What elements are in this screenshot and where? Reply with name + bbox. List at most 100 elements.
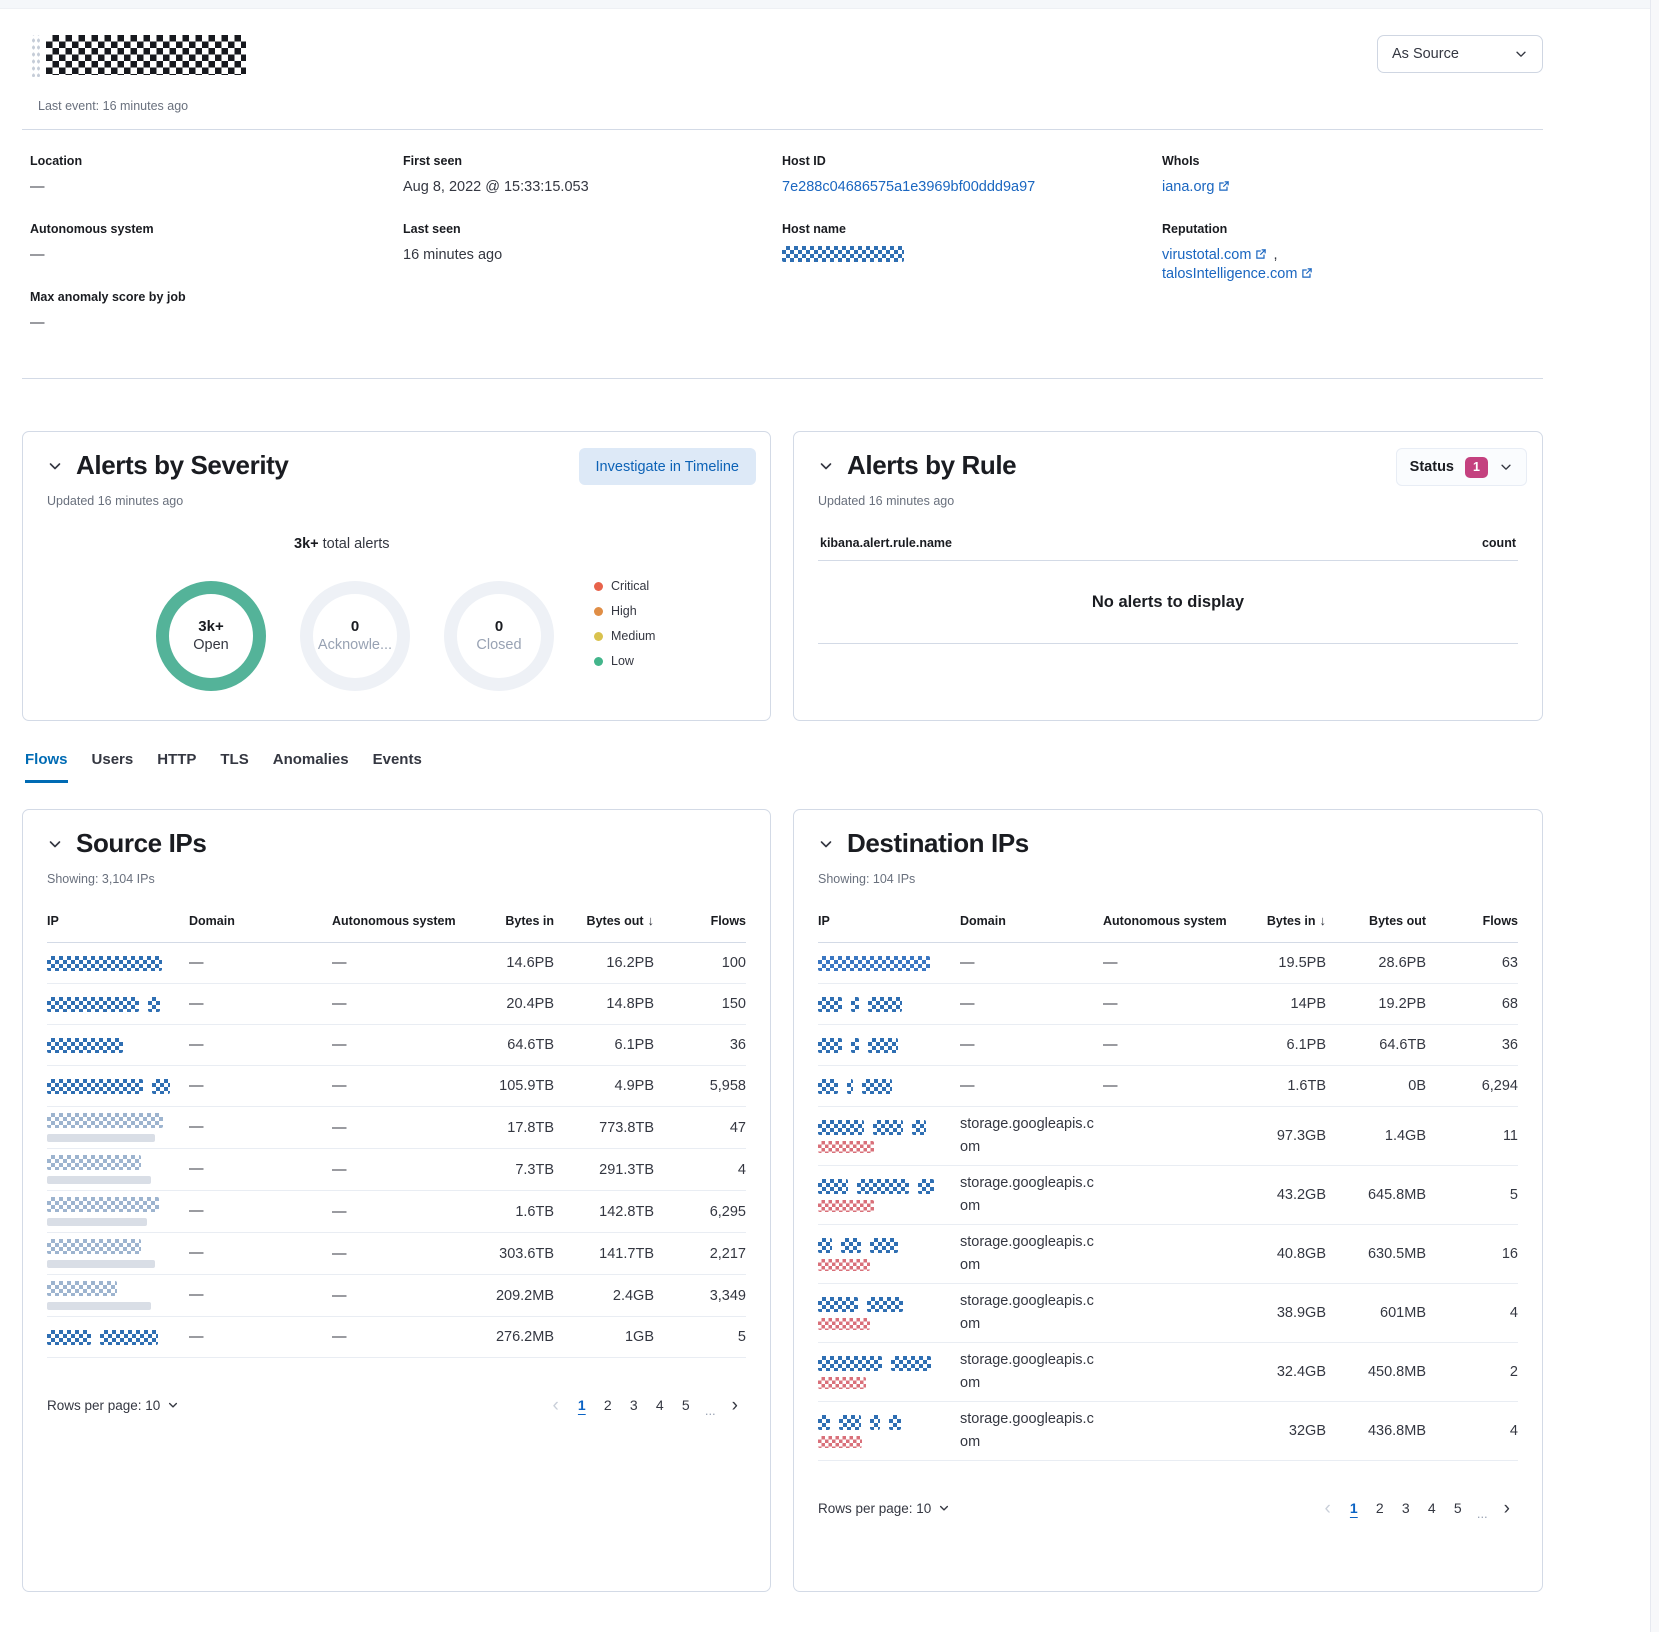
redacted-ip[interactable] [818, 1119, 960, 1153]
virustotal-link[interactable]: virustotal.com [1162, 247, 1252, 263]
top-edge-strip [0, 0, 1659, 9]
domain-cell-text[interactable]: storage.googleapis.com [960, 1293, 1094, 1332]
alerts-by-rule-header[interactable]: Alerts by Rule [818, 450, 1518, 481]
redacted-ip[interactable] [818, 1414, 960, 1448]
next-page-button[interactable]: › [1503, 1497, 1510, 1519]
redacted-ip[interactable] [818, 996, 960, 1012]
status-filter-button[interactable]: Status 1 [1395, 448, 1527, 486]
rule-name-column-header[interactable]: kibana.alert.rule.name [820, 536, 953, 550]
tab-users[interactable]: Users [91, 751, 134, 768]
redaction-chip [47, 996, 139, 1012]
previous-page-button[interactable]: ‹ [1324, 1497, 1331, 1519]
page-button-1[interactable]: 1 [1349, 1500, 1358, 1516]
column-header-ip[interactable]: IP [818, 914, 830, 928]
page-button-5[interactable]: 5 [1453, 1500, 1462, 1516]
column-header-bytes-out[interactable]: Bytes out [1369, 914, 1426, 928]
investigate-in-timeline-button[interactable]: Investigate in Timeline [578, 448, 756, 485]
chevron-down-icon [1516, 51, 1526, 57]
page-button-4[interactable]: 4 [1427, 1500, 1436, 1516]
redaction-chip [818, 1199, 874, 1212]
redacted-ip[interactable] [47, 1113, 189, 1142]
column-header-ip[interactable]: IP [47, 914, 59, 928]
rows-per-page-selector[interactable]: Rows per page: 10 [47, 1398, 179, 1413]
domain-cell-text[interactable]: storage.googleapis.com [960, 1411, 1094, 1450]
domain-cell-text[interactable]: storage.googleapis.com [960, 1175, 1094, 1214]
talosintelligence-link[interactable]: talosIntelligence.com [1162, 266, 1298, 282]
column-header-bytes-in[interactable]: Bytes in [505, 914, 554, 928]
whois-link[interactable]: iana.org [1162, 179, 1215, 195]
page-button-4[interactable]: 4 [655, 1397, 664, 1413]
redacted-ip[interactable] [818, 955, 960, 971]
column-header-autonomous-system[interactable]: Autonomous system [1103, 914, 1227, 928]
scrollbar-track[interactable] [1650, 0, 1659, 1632]
as-source-dropdown[interactable]: As Source [1377, 35, 1543, 73]
tab-tls[interactable]: TLS [220, 751, 249, 768]
tab-events[interactable]: Events [372, 751, 422, 768]
page-button-3[interactable]: 3 [1401, 1500, 1410, 1516]
host-id-link[interactable]: 7e288c04686575a1e3969bf00ddd9a97 [782, 179, 1036, 195]
redacted-ip[interactable] [47, 1239, 189, 1268]
domain-cell-text: — [189, 1077, 204, 1094]
domain-cell-text[interactable]: storage.googleapis.com [960, 1116, 1094, 1155]
page-button-2[interactable]: 2 [1375, 1500, 1384, 1516]
legend-item-critical[interactable]: Critical [594, 579, 655, 593]
field-label: Max anomaly score by job [30, 290, 186, 304]
redacted-ip[interactable] [47, 1155, 189, 1184]
source-ips-header[interactable]: Source IPs [47, 828, 746, 859]
domain-cell-text[interactable]: storage.googleapis.com [960, 1234, 1094, 1273]
legend-dot-icon [594, 656, 603, 666]
flows-cell-text: 4 [1509, 1423, 1518, 1439]
tab-http[interactable]: HTTP [157, 751, 197, 768]
redaction-line [818, 1355, 960, 1371]
destination-ips-header[interactable]: Destination IPs [818, 828, 1518, 859]
count-column-header[interactable]: count [1481, 536, 1516, 550]
redacted-ip[interactable] [47, 1197, 189, 1226]
redacted-ip[interactable] [47, 1329, 189, 1345]
redacted-ip[interactable] [47, 1078, 189, 1094]
alerts-by-severity-header[interactable]: Alerts by Severity [47, 450, 746, 481]
redaction-chip [818, 1237, 832, 1253]
redaction-chip [868, 1037, 898, 1053]
page-button-1[interactable]: 1 [577, 1397, 586, 1413]
page-button-2[interactable]: 2 [603, 1397, 612, 1413]
legend-item-low[interactable]: Low [594, 654, 655, 668]
redacted-ip[interactable] [47, 1037, 189, 1053]
column-header-domain[interactable]: Domain [960, 914, 1006, 928]
redacted-ip[interactable] [47, 1281, 189, 1310]
page-button-5[interactable]: 5 [681, 1397, 690, 1413]
redacted-ip[interactable] [818, 1296, 960, 1330]
redacted-ip[interactable] [47, 996, 189, 1012]
redacted-ip[interactable] [818, 1178, 960, 1212]
redacted-ip[interactable] [818, 1355, 960, 1389]
rows-per-page-selector[interactable]: Rows per page: 10 [818, 1501, 950, 1516]
column-header-flows[interactable]: Flows [710, 914, 746, 928]
domain-cell: — [189, 1152, 332, 1187]
bytes-out-cell: 601MB [1326, 1299, 1426, 1327]
column-header-bytes-out[interactable]: Bytes out ↓ [554, 907, 654, 934]
bytes-out-cell-text: 773.8TB [599, 1119, 654, 1136]
next-page-button[interactable]: › [731, 1394, 738, 1416]
previous-page-button[interactable]: ‹ [552, 1394, 559, 1416]
tab-flows[interactable]: Flows [25, 751, 68, 783]
column-header-bytes-in[interactable]: Bytes in ↓ [1250, 907, 1326, 934]
column-header-autonomous-system[interactable]: Autonomous system [332, 914, 456, 928]
autonomous-system-cell [1103, 1307, 1250, 1319]
redacted-ip[interactable] [818, 1078, 960, 1094]
drag-handle-icon[interactable] [30, 35, 40, 77]
redaction-line [818, 1435, 960, 1448]
tab-anomalies[interactable]: Anomalies [272, 751, 349, 768]
redacted-ip[interactable] [818, 1237, 960, 1271]
column-header-domain[interactable]: Domain [189, 914, 235, 928]
updated-text: Updated 16 minutes ago [818, 494, 955, 508]
column-header-label: Bytes out [586, 914, 644, 928]
domain-cell-text[interactable]: storage.googleapis.com [960, 1352, 1094, 1391]
legend-item-high[interactable]: High [594, 604, 655, 618]
destination-ips-pagination: Rows per page: 10 ‹ 1 2 3 4 5... › [818, 1495, 1518, 1522]
field-label: Reputation [1162, 222, 1228, 236]
legend-item-medium[interactable]: Medium [594, 629, 655, 643]
redacted-ip[interactable] [818, 1037, 960, 1053]
page-button-3[interactable]: 3 [629, 1397, 638, 1413]
redacted-ip[interactable] [47, 955, 189, 971]
redaction-line [818, 955, 960, 971]
column-header-flows[interactable]: Flows [1482, 914, 1518, 928]
